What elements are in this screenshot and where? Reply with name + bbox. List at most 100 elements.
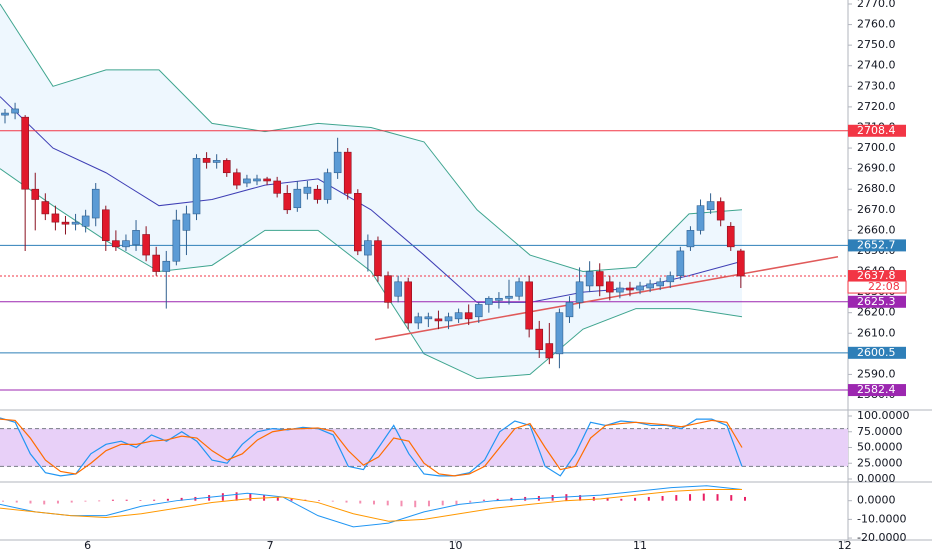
candle-body (162, 260, 171, 272)
candle-body (374, 240, 382, 276)
macd-bar (180, 497, 183, 501)
candle-body (515, 281, 523, 297)
y-tick-label: -20.0000 (857, 531, 906, 544)
candle-body (1, 112, 9, 116)
macd-bar (235, 492, 238, 501)
candle-body (81, 215, 90, 227)
macd-bar (345, 500, 348, 503)
candle-body (112, 240, 120, 248)
candle-body (495, 297, 503, 301)
macd-bar (730, 495, 733, 501)
macd-bar (290, 498, 293, 501)
macd-bar (386, 500, 389, 506)
macd-bar (208, 495, 211, 501)
x-tick-label: 12 (838, 539, 852, 550)
y-tick-label: 2670.0 (857, 203, 896, 216)
macd-bar (496, 498, 499, 501)
macd-bar (139, 500, 142, 501)
candle-body (666, 275, 675, 283)
candle-body (414, 316, 423, 324)
candle-body (474, 304, 483, 318)
macd-bar (70, 500, 73, 503)
candle-body (293, 188, 302, 209)
y-tick-label: 100.0000 (857, 409, 910, 422)
macd-bar (56, 500, 59, 504)
candle-body (253, 178, 261, 182)
candle-body (273, 180, 281, 194)
candle-body (726, 225, 735, 248)
candle-body (404, 281, 413, 324)
macd-bar (469, 500, 472, 503)
level-label: 2637.8 (857, 269, 896, 282)
macd-bar (689, 494, 692, 501)
macd-bar (15, 500, 18, 503)
macd-bar (510, 497, 513, 501)
macd-bar (661, 496, 664, 501)
stoch-k (0, 417, 743, 477)
macd-bar (43, 500, 46, 505)
macd-bar (359, 500, 362, 504)
stoch-d (0, 418, 743, 477)
candle-body (91, 188, 100, 219)
candle-body (636, 285, 644, 291)
candle-body (71, 221, 80, 225)
candle-body (434, 318, 443, 322)
macd-bar (716, 494, 719, 501)
candle-body (555, 312, 564, 355)
macd-bar (414, 500, 417, 508)
candle-body (192, 158, 201, 215)
candle-body (424, 316, 433, 320)
y-tick-label: 0.0000 (857, 472, 896, 485)
macd-bar (675, 495, 678, 501)
candle-body (41, 201, 50, 215)
candle-body (172, 219, 181, 262)
macd-bar (373, 500, 375, 505)
candle-body (61, 221, 70, 225)
macd-bar (427, 500, 430, 507)
macd-bar (29, 500, 32, 504)
x-tick-label: 6 (84, 539, 91, 550)
y-tick-label: 2730.0 (857, 79, 896, 92)
candle-body (716, 201, 725, 221)
macd-bar (482, 499, 485, 501)
macd-bar (221, 493, 224, 501)
macd-bar (125, 499, 128, 501)
candle-body (152, 254, 160, 272)
candle-body (616, 287, 624, 293)
level-label: 2600.5 (857, 346, 896, 359)
candle-body (122, 240, 130, 248)
macd-bar (647, 496, 650, 501)
candle-body (333, 151, 342, 174)
macd-bar (166, 498, 169, 501)
candle-body (313, 188, 322, 200)
y-tick-label: 75.0000 (857, 425, 903, 438)
candle-body (132, 230, 140, 246)
candle-body (222, 160, 231, 174)
candle-body (737, 250, 745, 277)
candle-body (595, 271, 604, 287)
level-label: 2625.3 (857, 295, 896, 308)
candle-body (676, 250, 685, 276)
level-label: 2582.4 (857, 383, 896, 396)
y-tick-label: 2740.0 (857, 59, 896, 72)
candle-body (263, 178, 271, 182)
candle-body (464, 312, 473, 320)
level-tag (848, 295, 906, 308)
macd-bar (606, 497, 609, 501)
macd-bar (579, 495, 582, 501)
level-tag (848, 384, 906, 397)
y-tick-label: 2620.0 (857, 306, 896, 319)
candle-body (696, 205, 705, 231)
candle-body (545, 343, 554, 359)
candle-body (656, 281, 665, 287)
candle-body (31, 188, 40, 200)
macd-bar (634, 497, 637, 501)
candle-body (353, 193, 362, 252)
macd-bar (400, 500, 403, 507)
candle-body (21, 116, 29, 190)
level-label: 2708.4 (857, 124, 896, 137)
y-tick-label: 2660.0 (857, 223, 896, 236)
candle-body (565, 302, 574, 318)
band-fill (0, 4, 742, 379)
